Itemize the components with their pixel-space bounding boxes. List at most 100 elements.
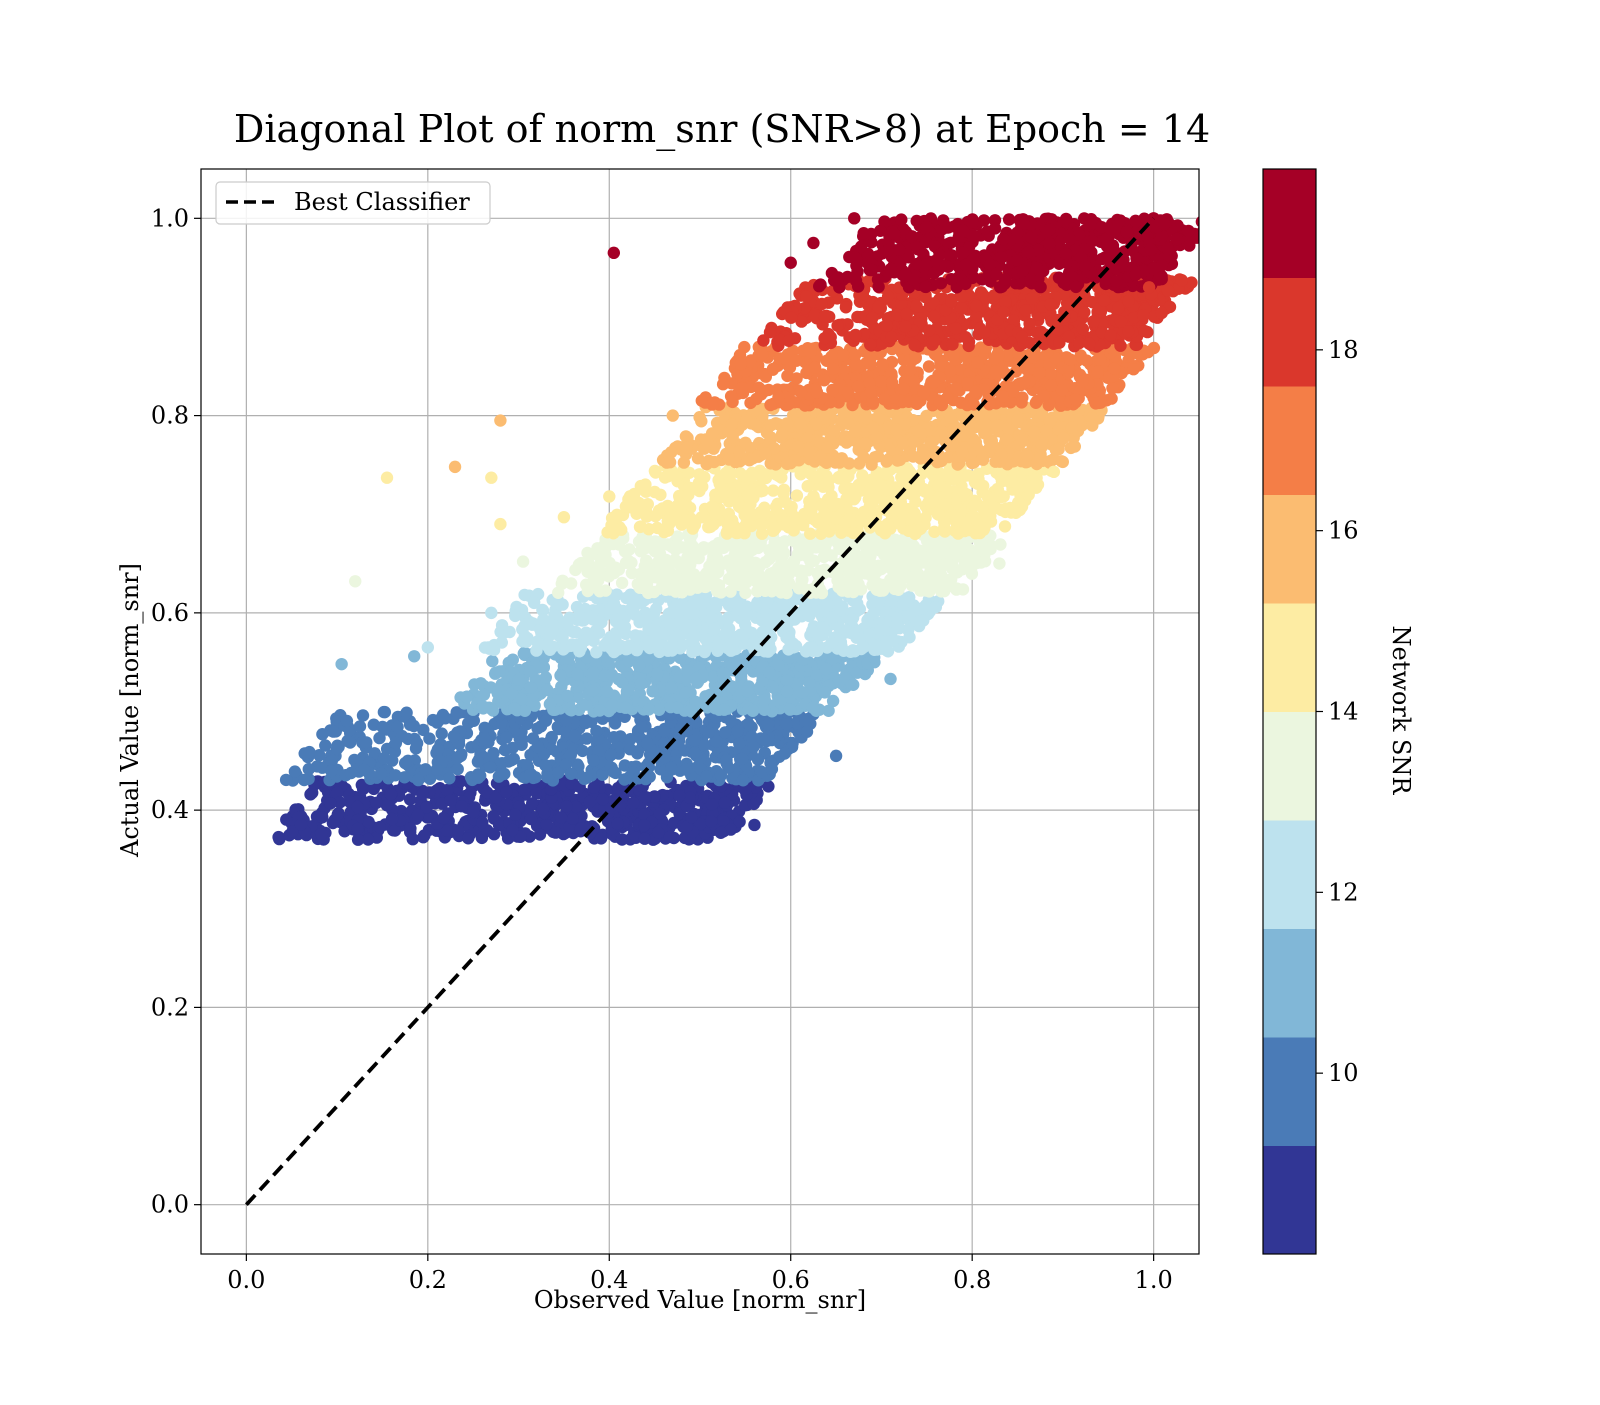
scatter-point [709, 508, 721, 520]
scatter-point [676, 599, 688, 611]
scatter-point [616, 833, 628, 845]
scatter-point [411, 737, 423, 749]
scatter-point [487, 747, 499, 759]
scatter-point [619, 702, 631, 714]
scatter-point [804, 495, 816, 507]
scatter-point [851, 597, 863, 609]
scatter-point [958, 487, 970, 499]
scatter-point [689, 631, 701, 643]
scatter-point [863, 537, 875, 549]
scatter-point [590, 646, 602, 658]
scatter-point [845, 627, 857, 639]
scatter-point [635, 520, 647, 532]
scatter-point [874, 624, 886, 636]
scatter-point [801, 726, 813, 738]
scatter-point [608, 731, 620, 743]
scatter-point [643, 703, 655, 715]
scatter-point [962, 469, 974, 481]
scatter-point [776, 428, 788, 440]
scatter-point [884, 562, 896, 574]
scatter-point [462, 832, 474, 844]
scatter-point [722, 642, 734, 654]
scatter-point [856, 469, 868, 481]
scatter-point [820, 663, 832, 675]
scatter-point [939, 431, 951, 443]
scatter-point [552, 767, 564, 779]
scatter-point [633, 660, 645, 672]
scatter-point [358, 764, 370, 776]
scatter-point [763, 666, 775, 678]
scatter-point [590, 725, 602, 737]
scatter-point [653, 572, 665, 584]
scatter-point [548, 609, 560, 621]
scatter-point [912, 425, 924, 437]
scatter-point [787, 638, 799, 650]
scatter-point [574, 610, 586, 622]
scatter-point [741, 685, 753, 697]
scatter-point [639, 833, 651, 845]
scatter-point [939, 498, 951, 510]
scatter-point [437, 812, 449, 824]
scatter-point [722, 555, 734, 567]
scatter-point [500, 731, 512, 743]
scatter-point [719, 726, 731, 738]
scatter-point [669, 468, 681, 480]
scatter-point [649, 510, 661, 522]
scatter-point [961, 522, 973, 534]
scatter-point [594, 704, 606, 716]
scatter-point [819, 686, 831, 698]
scatter-point [678, 456, 690, 468]
scatter-point [740, 576, 752, 588]
scatter-point [665, 641, 677, 653]
scatter-point [554, 669, 566, 681]
scatter-point [759, 447, 771, 459]
scatter-point [755, 485, 767, 497]
scatter-point [597, 793, 609, 805]
scatter-point [352, 823, 364, 835]
scatter-point [781, 685, 793, 697]
scatter-point [750, 599, 762, 611]
scatter-point [509, 610, 521, 622]
scatter-point [715, 827, 727, 839]
scatter-point [609, 629, 621, 641]
scatter-point [688, 734, 700, 746]
scatter-point [680, 686, 692, 698]
scatter-point [585, 631, 597, 643]
scatter-point [567, 813, 579, 825]
scatter-point [858, 550, 870, 562]
scatter-point [784, 703, 796, 715]
scatter-point [331, 743, 343, 755]
scatter-point [412, 809, 424, 821]
scatter-point [419, 763, 431, 775]
scatter-point [821, 598, 833, 610]
scatter-point [859, 437, 871, 449]
scatter-point [743, 626, 755, 638]
scatter-point [1015, 396, 1027, 408]
scatter-point [826, 611, 838, 623]
scatter-point [1021, 449, 1033, 461]
scatter-point [641, 611, 653, 623]
scatter-point [627, 797, 639, 809]
scatter-point [977, 480, 989, 492]
chart-title: Diagonal Plot of norm_snr (SNR>8) at Epo… [234, 107, 1210, 152]
scatter-point [375, 767, 387, 779]
scatter-point [881, 484, 893, 496]
scatter-point [550, 826, 562, 838]
scatter-point [945, 412, 957, 424]
scatter-point [360, 736, 372, 748]
scatter-point [994, 538, 1006, 550]
scatter-point [351, 801, 363, 813]
scatter-point [587, 754, 599, 766]
scatter-point [976, 453, 988, 465]
scatter-point [580, 698, 592, 710]
scatter-point [451, 752, 463, 764]
scatter-point [719, 797, 731, 809]
scatter-point [324, 797, 336, 809]
scatter-point [385, 788, 397, 800]
scatter-point [806, 625, 818, 637]
scatter-point [747, 741, 759, 753]
scatter-point [484, 761, 496, 773]
scatter-point [439, 712, 451, 724]
scatter-point [352, 834, 364, 846]
scatter-point [315, 828, 327, 840]
